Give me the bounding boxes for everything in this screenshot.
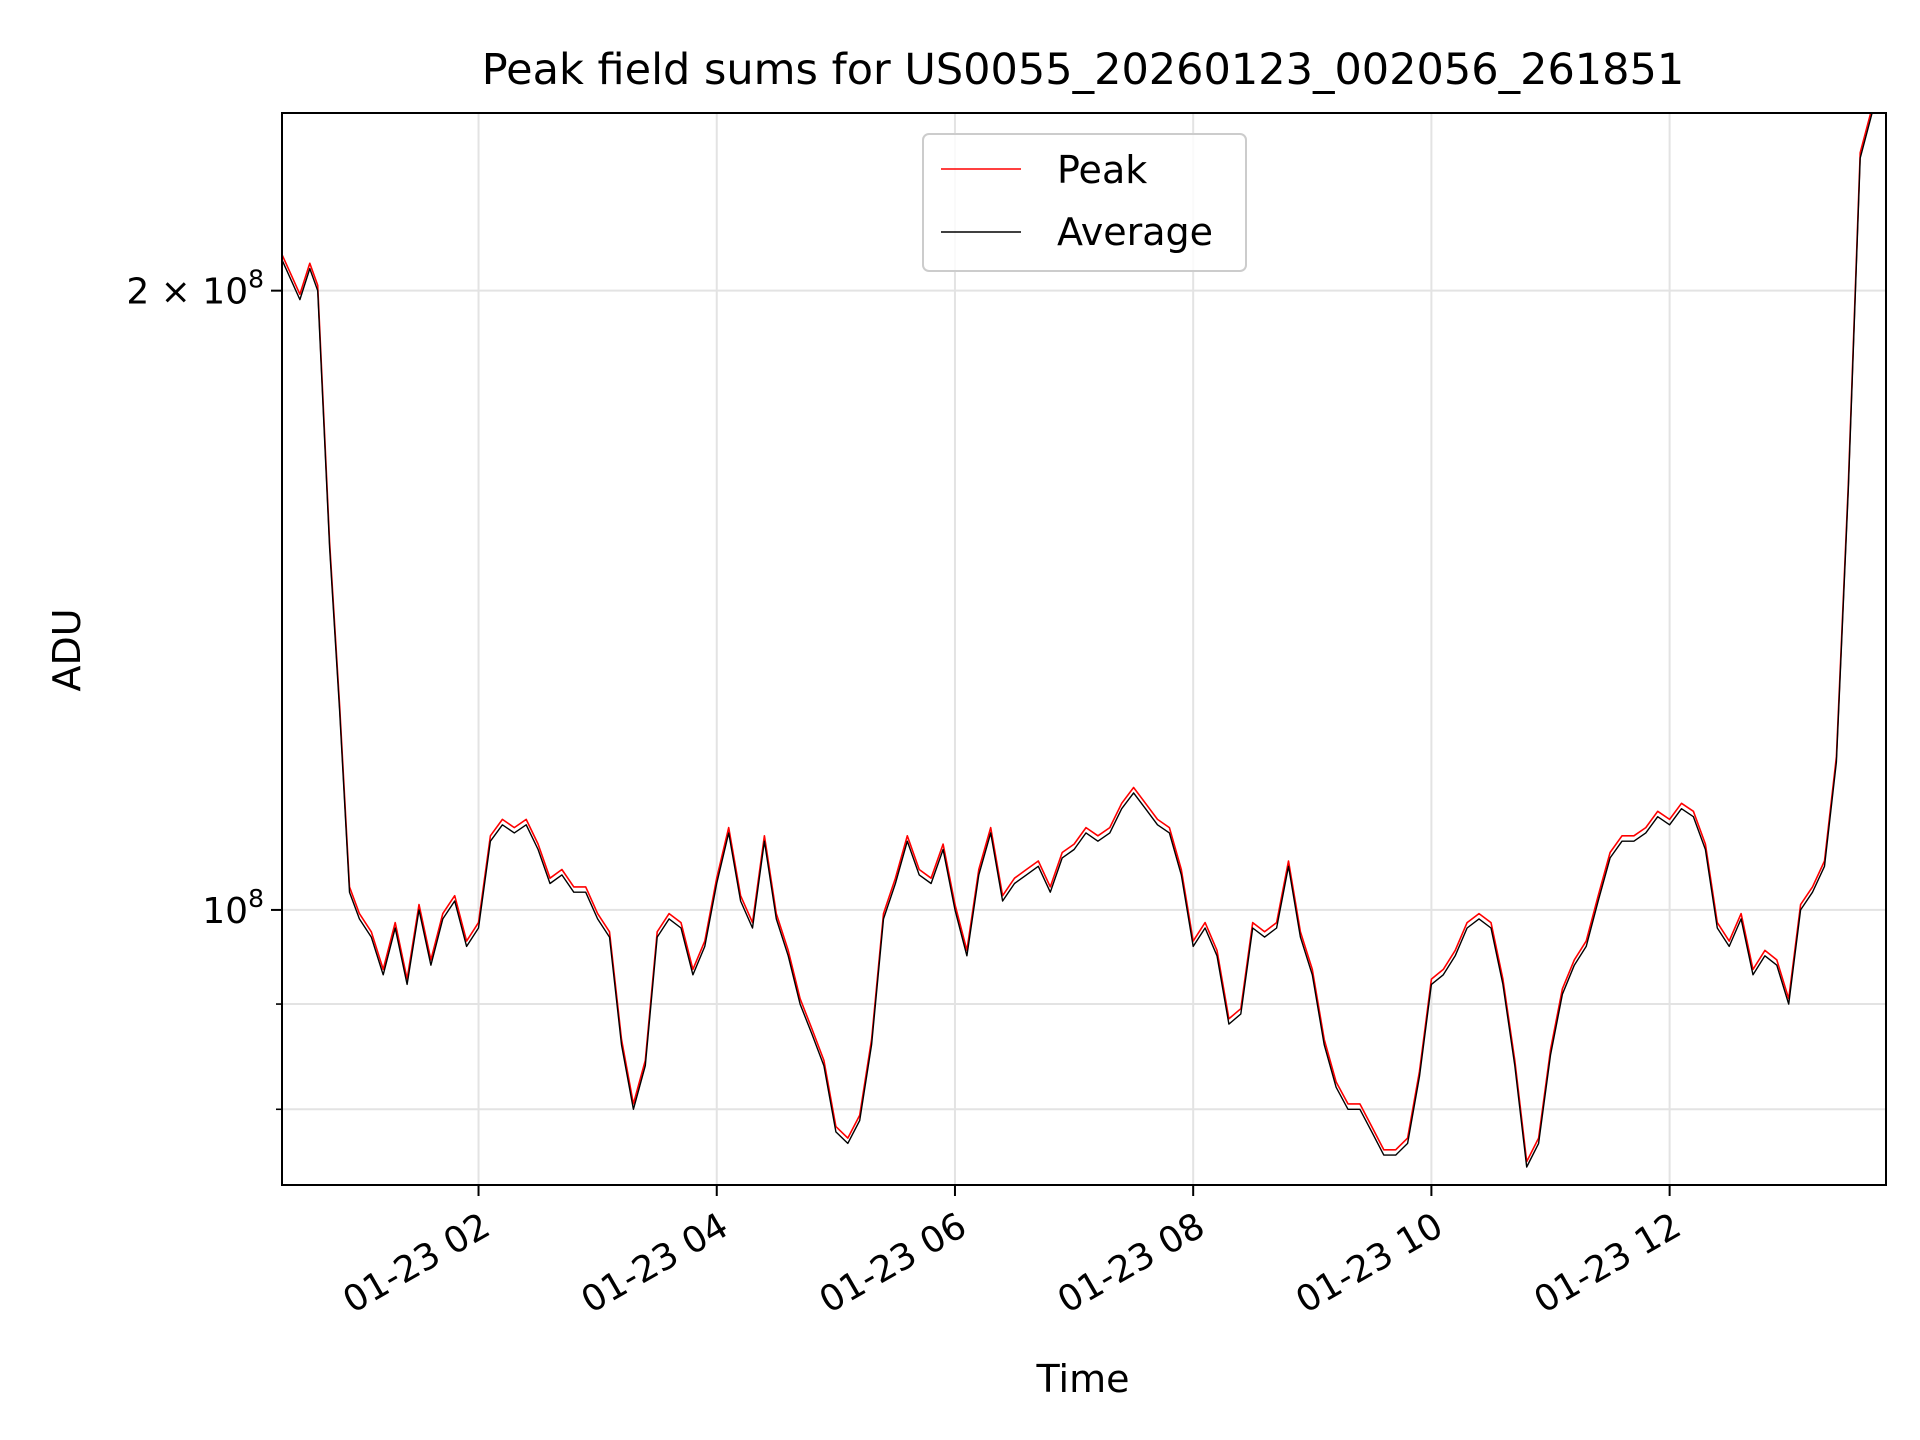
series-average-line (282, 113, 1873, 1168)
chart-title: Peak field sums for US0055_20260123_0020… (482, 45, 1685, 95)
y-tick-label-exponent: 8 (248, 884, 264, 913)
y-tick-label: 2 × 108 (126, 265, 264, 313)
axes-frame (281, 112, 1887, 1186)
x-axis-label: Time (1036, 1357, 1130, 1401)
y-tick-label-base: 2 × 10 (126, 272, 248, 313)
legend: Peak Average (922, 133, 1247, 272)
legend-average-label: Average (1057, 210, 1213, 254)
y-tick-label-exponent: 8 (248, 265, 264, 294)
y-axis-label: ADU (45, 608, 89, 691)
series-peak-line (282, 113, 1872, 1163)
y-tick-label-base: 10 (202, 891, 248, 932)
plot-series (282, 113, 1873, 1168)
y-tick-label: 108 (202, 884, 264, 932)
legend-peak-label: Peak (1057, 148, 1147, 192)
grid (282, 113, 1886, 1185)
